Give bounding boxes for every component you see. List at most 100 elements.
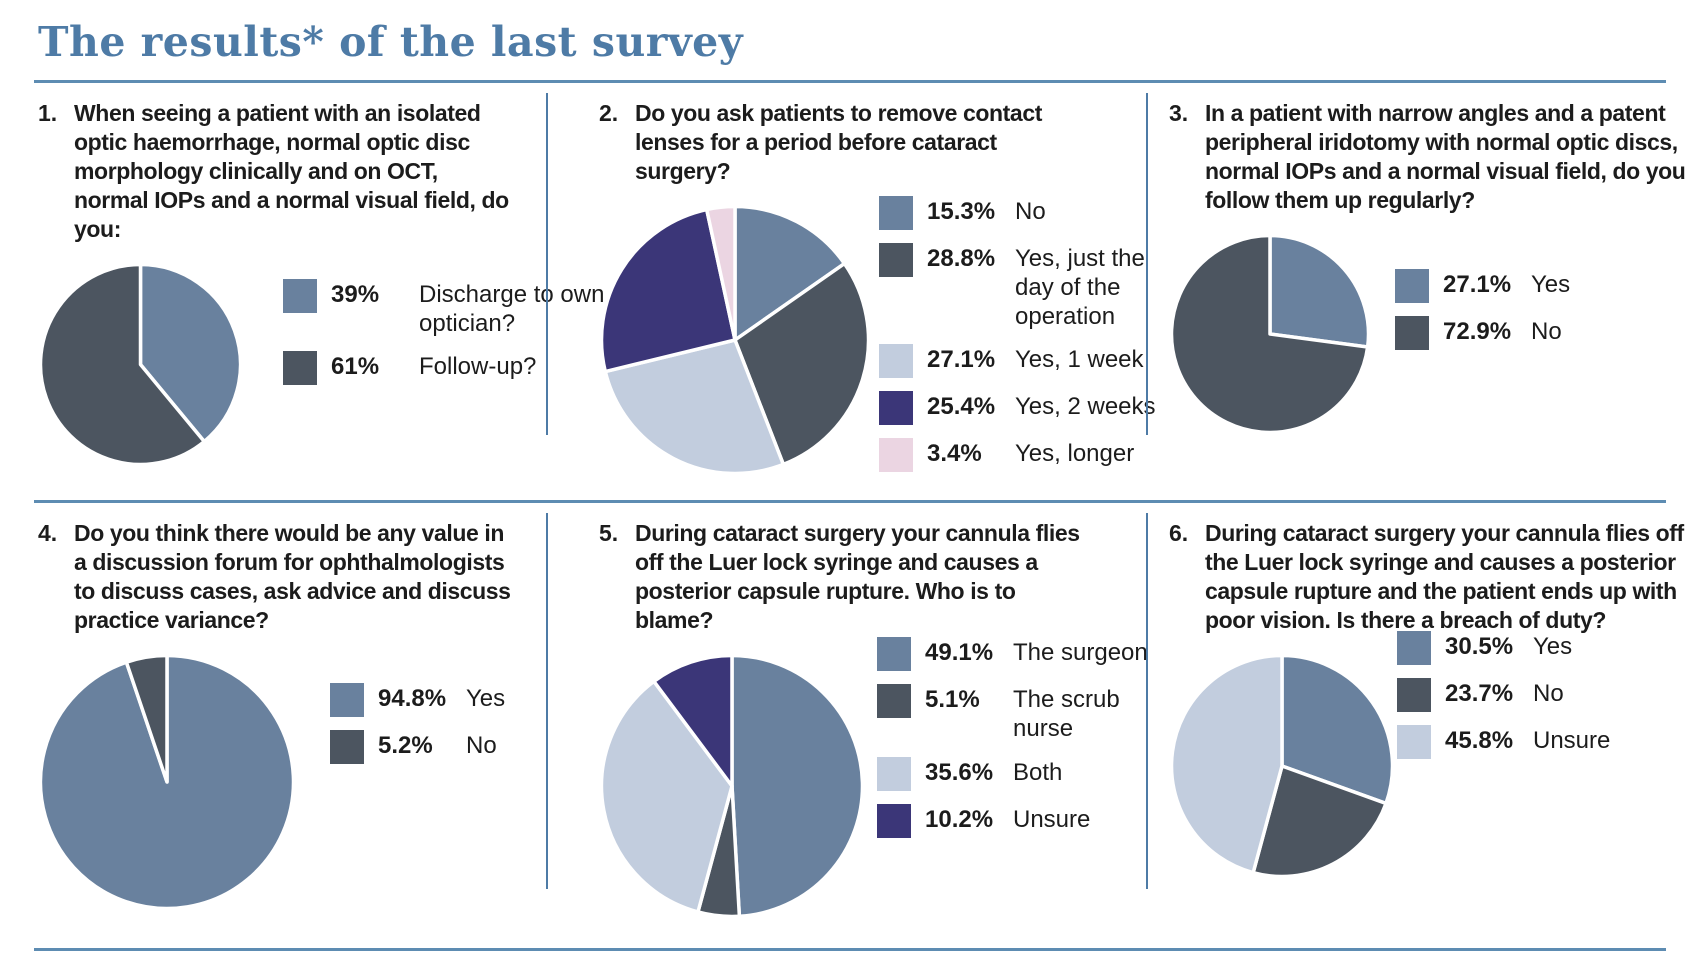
legend-item: 39% Discharge to own optician? (283, 278, 619, 339)
legend-swatch (877, 803, 911, 838)
legend-item: 35.6% Both (877, 756, 1168, 791)
question-block-3: 3. In a patient with narrow angles and a… (1146, 83, 1700, 500)
legend-percentage: 27.1% (1443, 271, 1512, 299)
legend-percentage: 28.8% (927, 245, 996, 273)
legend-label: Yes, 2 weeks (1015, 393, 1156, 421)
pie-slice (124, 653, 169, 784)
legend-swatch (1397, 724, 1431, 759)
question-text: In a patient with narrow angles and a pa… (1205, 100, 1686, 214)
row-separator-line (34, 500, 1666, 504)
question-number: 4. (38, 520, 58, 547)
pie-chart (1169, 233, 1371, 435)
legend-swatch (1397, 630, 1431, 665)
legend-item: 45.8% Unsure (1397, 724, 1611, 759)
pie-chart (38, 262, 243, 467)
question-text: During cataract surgery your cannula fli… (1205, 520, 1684, 634)
legend-percentage: 30.5% (1445, 632, 1514, 660)
questions-row-1: 1. When seeing a patient with an isolate… (0, 83, 1700, 500)
legend-label: Yes, just the day of the operation (1015, 245, 1145, 330)
legend-item: 94.8% Yes (330, 683, 506, 718)
legend-label: Yes (1531, 271, 1571, 299)
pie-slice (1268, 233, 1371, 349)
legend-label: No (466, 732, 497, 760)
legend-percentage: 5.1% (925, 686, 980, 714)
legend-label: No (1533, 679, 1564, 707)
question-heading: 1. When seeing a patient with an isolate… (38, 99, 541, 244)
legend-label: Yes (1533, 632, 1573, 660)
legend-percentage: 15.3% (927, 198, 996, 226)
page-title: The results* of the last survey (38, 18, 744, 66)
legend-label: Yes, 1 week (1015, 346, 1144, 374)
legend-label: Discharge to own optician? (419, 280, 605, 337)
legend-item: 23.7% No (1397, 677, 1610, 712)
pie-slice (733, 261, 871, 467)
legend-percentage: 25.4% (927, 393, 996, 421)
legend-item: 5.2% No (330, 730, 505, 765)
chart-legend: 15.3% No 28.8% Yes, just the day of the ope… (879, 196, 1160, 487)
legend-item: 27.1% Yes (1395, 269, 1571, 304)
legend-swatch (879, 344, 913, 379)
chart-area: 27.1% Yes 72.9% No (1169, 233, 1694, 435)
legend-percentage: 45.8% (1445, 726, 1514, 754)
chart-legend: 49.1% The surgeon 5.1% The scrub nurse 35.6%… (877, 637, 1168, 853)
pie-slice (599, 679, 734, 914)
legend-swatch (283, 351, 317, 386)
legend-label: The scrub nurse (1013, 686, 1120, 742)
pie-chart (599, 204, 871, 476)
question-number: 6. (1169, 520, 1189, 547)
legend-swatch (330, 683, 364, 718)
legend-swatch (879, 196, 913, 231)
legend-swatch (330, 730, 364, 765)
legend-item: 3.4% Yes, longer (879, 438, 1160, 473)
legend-label: Unsure (1533, 726, 1611, 754)
chart-legend: 27.1% Yes 72.9% No (1395, 269, 1571, 365)
legend-item: 10.2% Unsure (877, 803, 1168, 838)
questions-row-2: 4. Do you think there would be any value… (0, 503, 1700, 948)
legend-swatch (879, 243, 913, 278)
legend-swatch (1395, 269, 1429, 304)
legend-swatch (877, 684, 911, 719)
legend-item: 30.5% Yes (1397, 630, 1610, 665)
legend-label: Yes (466, 685, 506, 713)
legend-label: Unsure (1013, 805, 1091, 833)
legend-percentage: 35.6% (925, 758, 994, 786)
legend-percentage: 10.2% (925, 805, 994, 833)
question-heading: 6. During cataract surgery your cannula … (1169, 519, 1694, 635)
legend-swatch (877, 637, 911, 672)
pie-slice (733, 204, 847, 342)
legend-label: No (1531, 318, 1562, 346)
question-number: 2. (599, 100, 619, 127)
question-block-4: 4. Do you think there would be any value… (0, 503, 547, 948)
legend-label: No (1015, 198, 1046, 226)
title-separator-line (34, 80, 1666, 84)
question-text: Do you ask patients to remove contact le… (635, 100, 1042, 185)
pie-slice (1169, 233, 1370, 435)
pie-slice (704, 204, 737, 342)
pie-chart (38, 653, 296, 911)
question-block-2: 2. Do you ask patients to remove contact… (546, 83, 1156, 500)
legend-label: Yes, longer (1015, 440, 1135, 468)
legend-label: Both (1013, 758, 1063, 786)
legend-swatch (879, 391, 913, 426)
pie-chart (599, 653, 865, 919)
pie-slice (652, 653, 734, 788)
legend-item: 28.8% Yes, just the day of the operation (879, 243, 1160, 331)
legend-percentage: 39% (331, 280, 380, 308)
legend-swatch (879, 438, 913, 473)
question-heading: 2. Do you ask patients to remove contact… (599, 99, 1141, 186)
chart-legend: 30.5% Yes 23.7% No 45.8% Unsure (1397, 630, 1611, 774)
question-block-6: 6. During cataract surgery your cannula … (1146, 503, 1700, 948)
legend-percentage: 61% (331, 353, 380, 381)
legend-item: 25.4% Yes, 2 weeks (879, 391, 1160, 426)
legend-item: 5.1% The scrub nurse (877, 684, 1168, 744)
question-block-5: 5. During cataract surgery your cannula … (546, 503, 1148, 948)
pie-slice (1251, 764, 1388, 879)
question-block-1: 1. When seeing a patient with an isolate… (0, 83, 604, 500)
legend-percentage: 23.7% (1445, 679, 1514, 707)
chart-area: 94.8% Yes 5.2% No (38, 653, 541, 911)
question-heading: 3. In a patient with narrow angles and a… (1169, 99, 1694, 215)
legend-percentage: 27.1% (927, 346, 996, 374)
pie-slice (603, 338, 786, 476)
chart-area: 30.5% Yes 23.7% No 45.8% Unsure (1169, 630, 1694, 879)
bottom-separator-line (34, 948, 1666, 952)
